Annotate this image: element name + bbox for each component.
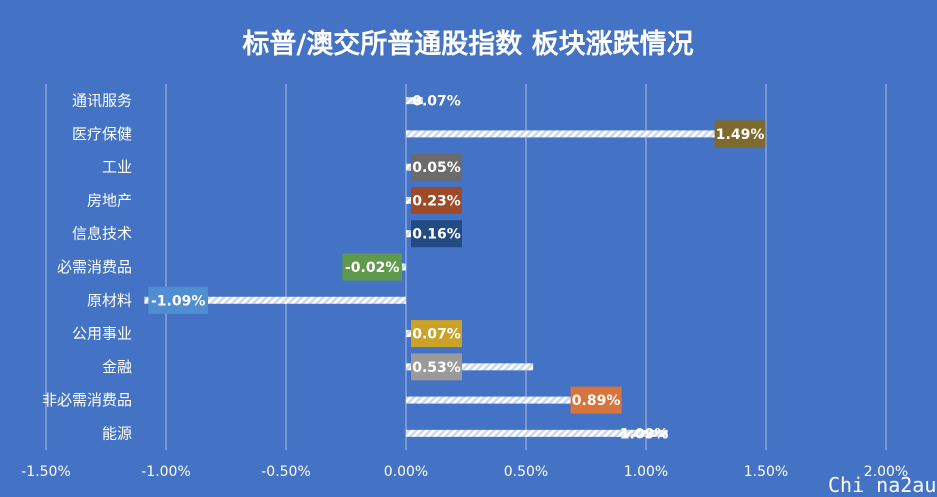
data-label: -0.02%	[345, 260, 399, 276]
data-label: 0.07%	[412, 327, 461, 343]
bar	[406, 396, 620, 404]
x-tick-label: -0.50%	[261, 464, 311, 480]
category-label: 必需消费品	[57, 258, 132, 276]
data-label-box	[411, 186, 462, 214]
data-label-box	[411, 353, 462, 381]
data-labels: 0.07% 1.49% 0.05% 0.23% 0.16% -0.02% -1.09% 0.0…	[148, 94, 766, 442]
category-label: 工业	[102, 158, 132, 176]
bar	[401, 263, 406, 271]
category-label: 金融	[102, 358, 132, 376]
data-label: 0.23%	[412, 193, 461, 209]
data-label: 0.89%	[572, 393, 621, 409]
data-label: 1.49%	[716, 127, 765, 143]
data-label-box	[411, 320, 462, 348]
category-label: 通讯服务	[72, 92, 132, 110]
x-tick-label: 0.50%	[504, 464, 548, 480]
watermark: Chi na2au	[828, 473, 936, 497]
data-label-box	[714, 120, 766, 148]
category-label: 公用事业	[72, 325, 132, 343]
data-label-box	[411, 153, 462, 181]
category-label: 房地产	[87, 191, 132, 209]
bar	[406, 97, 423, 105]
category-label: 原材料	[87, 291, 132, 309]
data-label: 0.07%	[412, 94, 461, 110]
x-tick-label: 2.00%	[864, 464, 908, 480]
data-label-box	[148, 286, 208, 314]
data-label-box	[342, 253, 402, 281]
x-tick-label: 1.00%	[624, 464, 668, 480]
data-label: 0.53%	[412, 360, 461, 376]
data-label: 0.05%	[412, 160, 461, 176]
x-tick-label: 1.50%	[744, 464, 788, 480]
bar	[144, 296, 406, 304]
data-label: 1.09%	[620, 426, 669, 442]
bar	[406, 429, 668, 437]
data-label: -1.09%	[151, 293, 205, 309]
category-label: 非必需消费品	[42, 391, 132, 409]
data-label-box	[411, 220, 462, 248]
x-tick-label: 0.00%	[384, 464, 428, 480]
tick-labels: -1.50% -1.00% -0.50% 0.00% 0.50% 1.00% 1.50% 2.…	[21, 464, 908, 480]
gridlines	[45, 84, 887, 450]
data-label-box	[570, 386, 622, 414]
x-tick-label: -1.00%	[141, 464, 191, 480]
bar	[406, 130, 764, 138]
chart-title: 标普/澳交所普通股指数 板块涨跌情况	[242, 28, 693, 60]
bars	[144, 97, 764, 437]
category-label: 医疗保健	[72, 125, 132, 143]
category-label: 能源	[102, 424, 132, 442]
bar	[406, 363, 534, 371]
category-label: 信息技术	[72, 225, 132, 243]
data-label: 0.16%	[412, 227, 461, 243]
x-tick-label: -1.50%	[21, 464, 71, 480]
